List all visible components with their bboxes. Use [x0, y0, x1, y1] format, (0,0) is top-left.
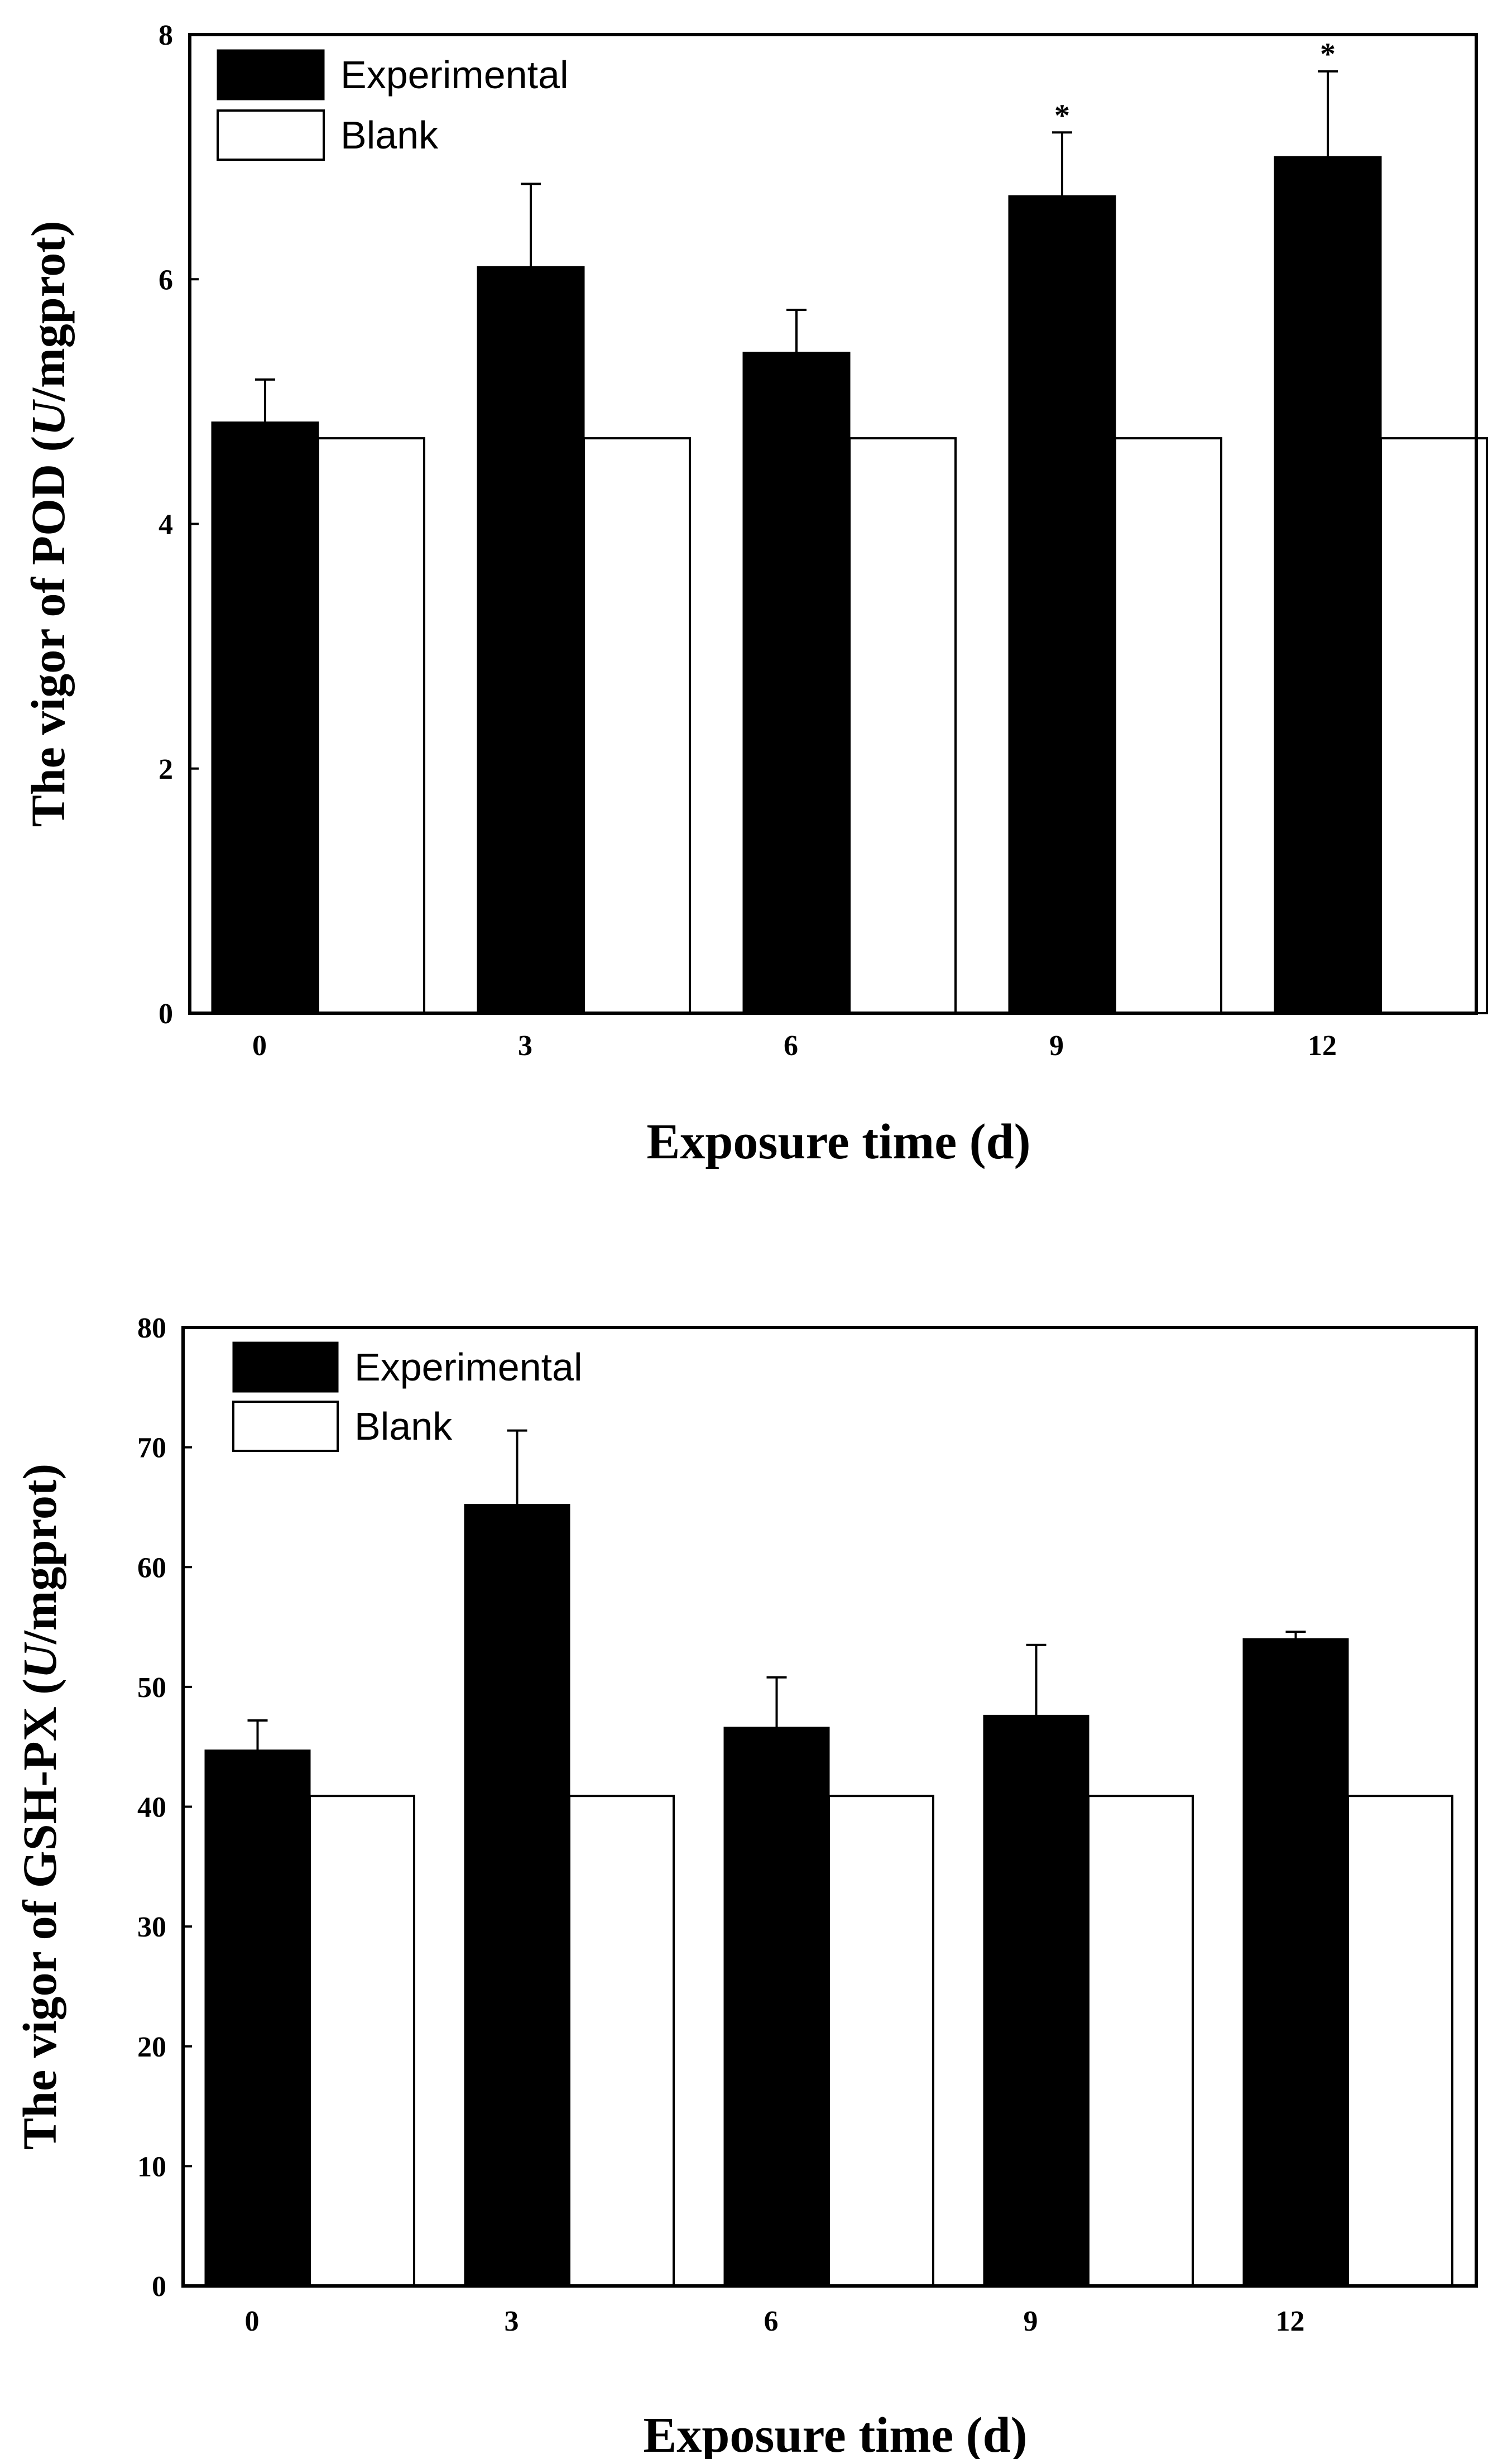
x-tick-label: 3 — [505, 2305, 519, 2337]
x-tick-label: 0 — [252, 1030, 267, 1062]
blank-bar — [1380, 437, 1488, 1014]
legend-label-experimental: Experimental — [354, 1345, 583, 1389]
y-tick-label: 4 — [159, 509, 173, 541]
x-tick-label: 9 — [1024, 2305, 1038, 2337]
blank-bar — [309, 1795, 415, 2288]
pod-chart: 0 3 6 * 9 * 12 0 2 4 6 8 The vigor of POD (U/mgprot)… — [21, 20, 1488, 1169]
legend-label-experimental: Experimental — [340, 53, 569, 97]
x-axis-label: Exposure time (d) — [643, 2408, 1027, 2459]
blank-bar — [317, 437, 425, 1014]
blank-bar — [1087, 1795, 1194, 2288]
experimental-bar — [723, 1727, 830, 2287]
experimental-bar — [742, 352, 851, 1014]
experimental-bar — [1274, 156, 1382, 1014]
y-axis-label-italic: U — [21, 399, 75, 436]
blank-bar — [1347, 1795, 1453, 2288]
legend-label-blank: Blank — [340, 113, 439, 157]
y-tick-label: 0 — [159, 998, 173, 1030]
x-tick-label: 0 — [245, 2305, 260, 2337]
y-tick-label: 70 — [137, 1432, 166, 1464]
x-axis-label: Exposure time (d) — [646, 1114, 1030, 1169]
y-axis-label-part: The vigor of GSH-PX ( — [13, 1679, 66, 2150]
x-tick-label: 3 — [518, 1030, 532, 1062]
y-tick-label: 50 — [137, 1672, 166, 1704]
y-axis-label: The vigor of GSH-PX (U/mgprot) — [13, 1464, 66, 2150]
x-tick-label: 12 — [1308, 1030, 1337, 1062]
y-tick-label: 8 — [159, 20, 173, 51]
legend-swatch-blank — [217, 109, 325, 161]
experimental-bar — [464, 1504, 570, 2287]
blank-bar — [848, 437, 957, 1014]
y-axis-label: The vigor of POD (U/mgprot) — [21, 221, 75, 827]
y-axis-label-part: The vigor of POD ( — [21, 436, 75, 827]
experimental-bar — [477, 266, 585, 1014]
blank-bar — [583, 437, 691, 1014]
legend-swatch-experimental — [217, 49, 325, 100]
y-tick-label: 60 — [137, 1552, 166, 1584]
y-tick-label: 10 — [137, 2151, 166, 2183]
significance-marker: * — [1320, 37, 1336, 72]
significance-marker: * — [1054, 98, 1070, 133]
y-tick-label: 0 — [152, 2271, 166, 2303]
legend-label-blank: Blank — [354, 1405, 453, 1448]
legend-swatch-blank — [232, 1401, 339, 1452]
blank-bar — [568, 1795, 675, 2288]
y-axis-label-italic: U — [13, 1642, 66, 1679]
x-tick-label: 9 — [1049, 1030, 1064, 1062]
experimental-bar — [1008, 195, 1116, 1014]
legend-swatch-experimental — [232, 1341, 339, 1393]
gsh-px-chart: 0 3 6 9 12 0 10 20 30 40 50 60 70 80 The vigor of GSH-… — [13, 1312, 1478, 2459]
y-tick-label: 30 — [137, 1911, 166, 1943]
blank-bar — [1114, 437, 1222, 1014]
experimental-bar — [211, 421, 319, 1014]
y-tick-label: 20 — [137, 2031, 166, 2063]
experimental-bar — [983, 1714, 1089, 2287]
blank-bar — [828, 1795, 934, 2288]
experimental-bar — [204, 1749, 311, 2287]
x-tick-label: 6 — [764, 2305, 779, 2337]
experimental-bar — [1242, 1638, 1349, 2287]
y-axis-label-part: /mgprot) — [13, 1464, 66, 1645]
y-tick-label: 80 — [137, 1312, 166, 1344]
x-tick-label: 6 — [784, 1030, 798, 1062]
x-tick-label: 12 — [1276, 2305, 1305, 2337]
y-tick-label: 40 — [137, 1792, 166, 1824]
y-tick-label: 6 — [159, 264, 173, 296]
y-axis-label-part: /mgprot) — [21, 221, 75, 401]
y-tick-label: 2 — [159, 754, 173, 785]
